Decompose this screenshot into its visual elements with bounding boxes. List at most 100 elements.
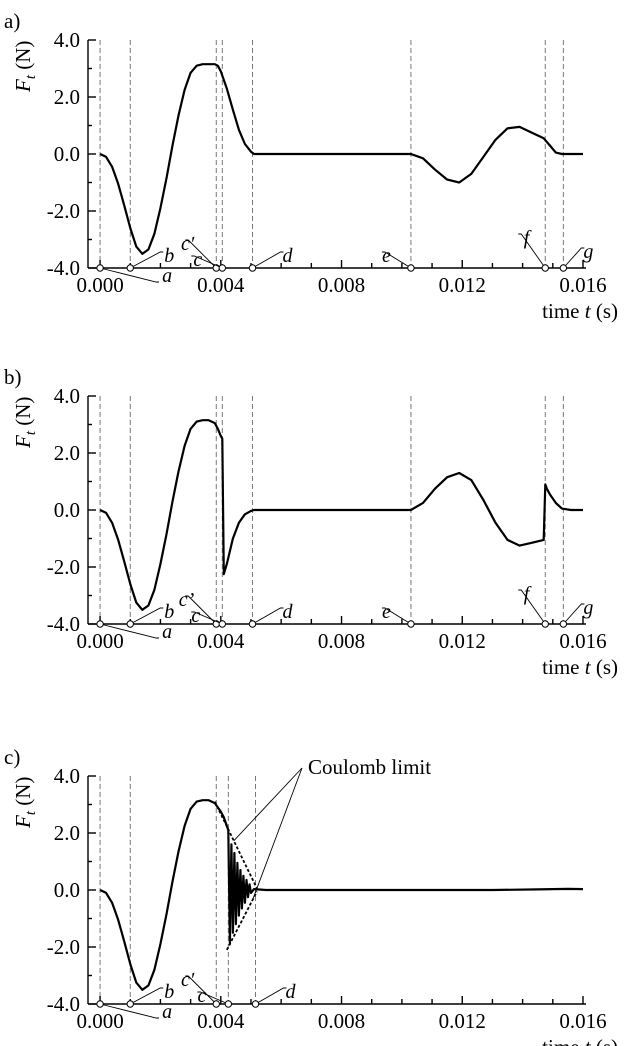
y-tick-label: 0.0 xyxy=(54,142,80,166)
panel-a: a) -4.0 -2.0 0.0 2.0 4.0 0.000 0.004 0.008 0.012 0… xyxy=(4,9,618,323)
event-leader xyxy=(99,267,160,283)
x-tick-label: 0.004 xyxy=(197,1009,245,1033)
coulomb-limit-leader xyxy=(233,767,303,842)
x-tick-label: 0.008 xyxy=(318,1009,365,1033)
event-label-4: d xyxy=(282,245,293,267)
y-axis-label: Ft (N) xyxy=(11,397,39,449)
event-marker xyxy=(251,1000,260,1008)
event-leader xyxy=(185,239,217,269)
event-marker xyxy=(126,1000,134,1008)
event-marker xyxy=(541,620,549,628)
event-label-7: g xyxy=(583,241,593,263)
y-tick-label: 2.0 xyxy=(54,821,80,845)
panel-label: a) xyxy=(4,9,20,33)
event-marker xyxy=(559,620,568,628)
event-label-0: a xyxy=(162,621,172,643)
event-leader xyxy=(197,991,229,1005)
y-axis-label: Ft (N) xyxy=(11,41,39,93)
event-marker xyxy=(126,264,134,272)
event-label-2: c’ xyxy=(179,589,195,611)
event-marker xyxy=(224,1000,233,1008)
event-leader xyxy=(252,607,284,625)
event-leader xyxy=(381,251,412,269)
y-tick-label: -4.0 xyxy=(47,992,80,1016)
y-tick-label: 0.0 xyxy=(54,878,80,902)
event-label-5: e xyxy=(382,245,391,267)
y-tick-label: -2.0 xyxy=(47,555,80,579)
event-leader xyxy=(130,251,164,269)
event-marker xyxy=(248,620,257,628)
event-label-3: c xyxy=(197,985,206,1007)
x-tick-label: 0.016 xyxy=(559,629,606,653)
event-leader xyxy=(191,255,223,269)
x-tick-label: 0.008 xyxy=(318,629,365,653)
event-leader xyxy=(130,987,164,1005)
coulomb-limit-leader xyxy=(252,767,303,901)
event-leader xyxy=(130,607,164,625)
event-label-3: c xyxy=(191,605,200,627)
y-tick-label: 4.0 xyxy=(54,384,80,408)
event-leader xyxy=(381,607,412,625)
event-leader xyxy=(563,247,585,269)
y-tick-label: 0.0 xyxy=(54,498,80,522)
x-tick-label: 0.012 xyxy=(439,1009,486,1033)
event-label-5: e xyxy=(382,601,391,623)
y-tick-label: 4.0 xyxy=(54,28,80,52)
event-marker xyxy=(96,1000,104,1008)
x-tick-label: 0.000 xyxy=(76,629,123,653)
event-label-4: d xyxy=(286,981,297,1003)
force-curve xyxy=(99,799,584,991)
event-label-7: g xyxy=(583,597,593,619)
event-marker xyxy=(559,264,568,272)
panel-label: b) xyxy=(4,365,22,389)
y-tick-label: -4.0 xyxy=(47,256,80,280)
event-label-3: c xyxy=(193,249,202,271)
x-tick-label: 0.000 xyxy=(76,273,123,297)
x-tick-label: 0.012 xyxy=(439,629,486,653)
y-tick-label: 2.0 xyxy=(54,85,80,109)
y-tick-label: -2.0 xyxy=(47,199,80,223)
event-leader xyxy=(518,589,546,625)
x-tick-label: 0.000 xyxy=(76,1009,123,1033)
x-tick-label: 0.012 xyxy=(439,273,486,297)
event-leader xyxy=(191,611,223,625)
event-marker xyxy=(541,264,549,272)
y-tick-label: 4.0 xyxy=(54,764,80,788)
event-label-1: b xyxy=(164,981,174,1003)
panel-c: c) -4.0 -2.0 0.0 2.0 4.0 0.000 0.004 0.008 0.012 0… xyxy=(4,745,618,1046)
event-leader xyxy=(255,987,287,1005)
event-marker xyxy=(218,264,227,272)
coulomb-limit-label: Coulomb limit xyxy=(308,755,431,779)
panel-b: b) -4.0 -2.0 0.0 2.0 4.0 0.000 0.004 0.008 0.012 0… xyxy=(4,365,618,679)
x-tick-label: 0.008 xyxy=(318,273,365,297)
x-tick-label: 0.004 xyxy=(197,273,245,297)
event-label-0: a xyxy=(162,265,172,287)
force-curve xyxy=(99,63,583,255)
x-tick-label: 0.016 xyxy=(559,273,606,297)
event-label-2: c′ xyxy=(181,969,195,991)
panel-label: c) xyxy=(4,745,20,769)
event-leader xyxy=(563,603,585,625)
event-label-4: d xyxy=(282,601,293,623)
event-leader xyxy=(99,1003,160,1019)
y-tick-label: -4.0 xyxy=(47,612,80,636)
x-axis-label: time t (s) xyxy=(542,299,618,323)
event-marker xyxy=(212,1000,220,1008)
event-label-1: b xyxy=(164,601,174,623)
event-marker xyxy=(96,620,104,628)
event-label-6: f xyxy=(524,227,532,249)
event-leader xyxy=(99,623,160,639)
event-label-2: c′ xyxy=(181,233,195,255)
y-axis-label: Ft (N) xyxy=(11,777,39,829)
event-leader xyxy=(518,233,546,269)
y-tick-label: 2.0 xyxy=(54,441,80,465)
event-marker xyxy=(407,264,415,272)
event-marker xyxy=(126,620,134,628)
event-marker xyxy=(248,264,257,272)
event-label-1: b xyxy=(164,245,174,267)
coulomb-limit-line xyxy=(226,890,258,951)
force-curve xyxy=(99,419,583,611)
event-label-0: a xyxy=(162,1001,172,1023)
event-marker xyxy=(218,620,227,628)
